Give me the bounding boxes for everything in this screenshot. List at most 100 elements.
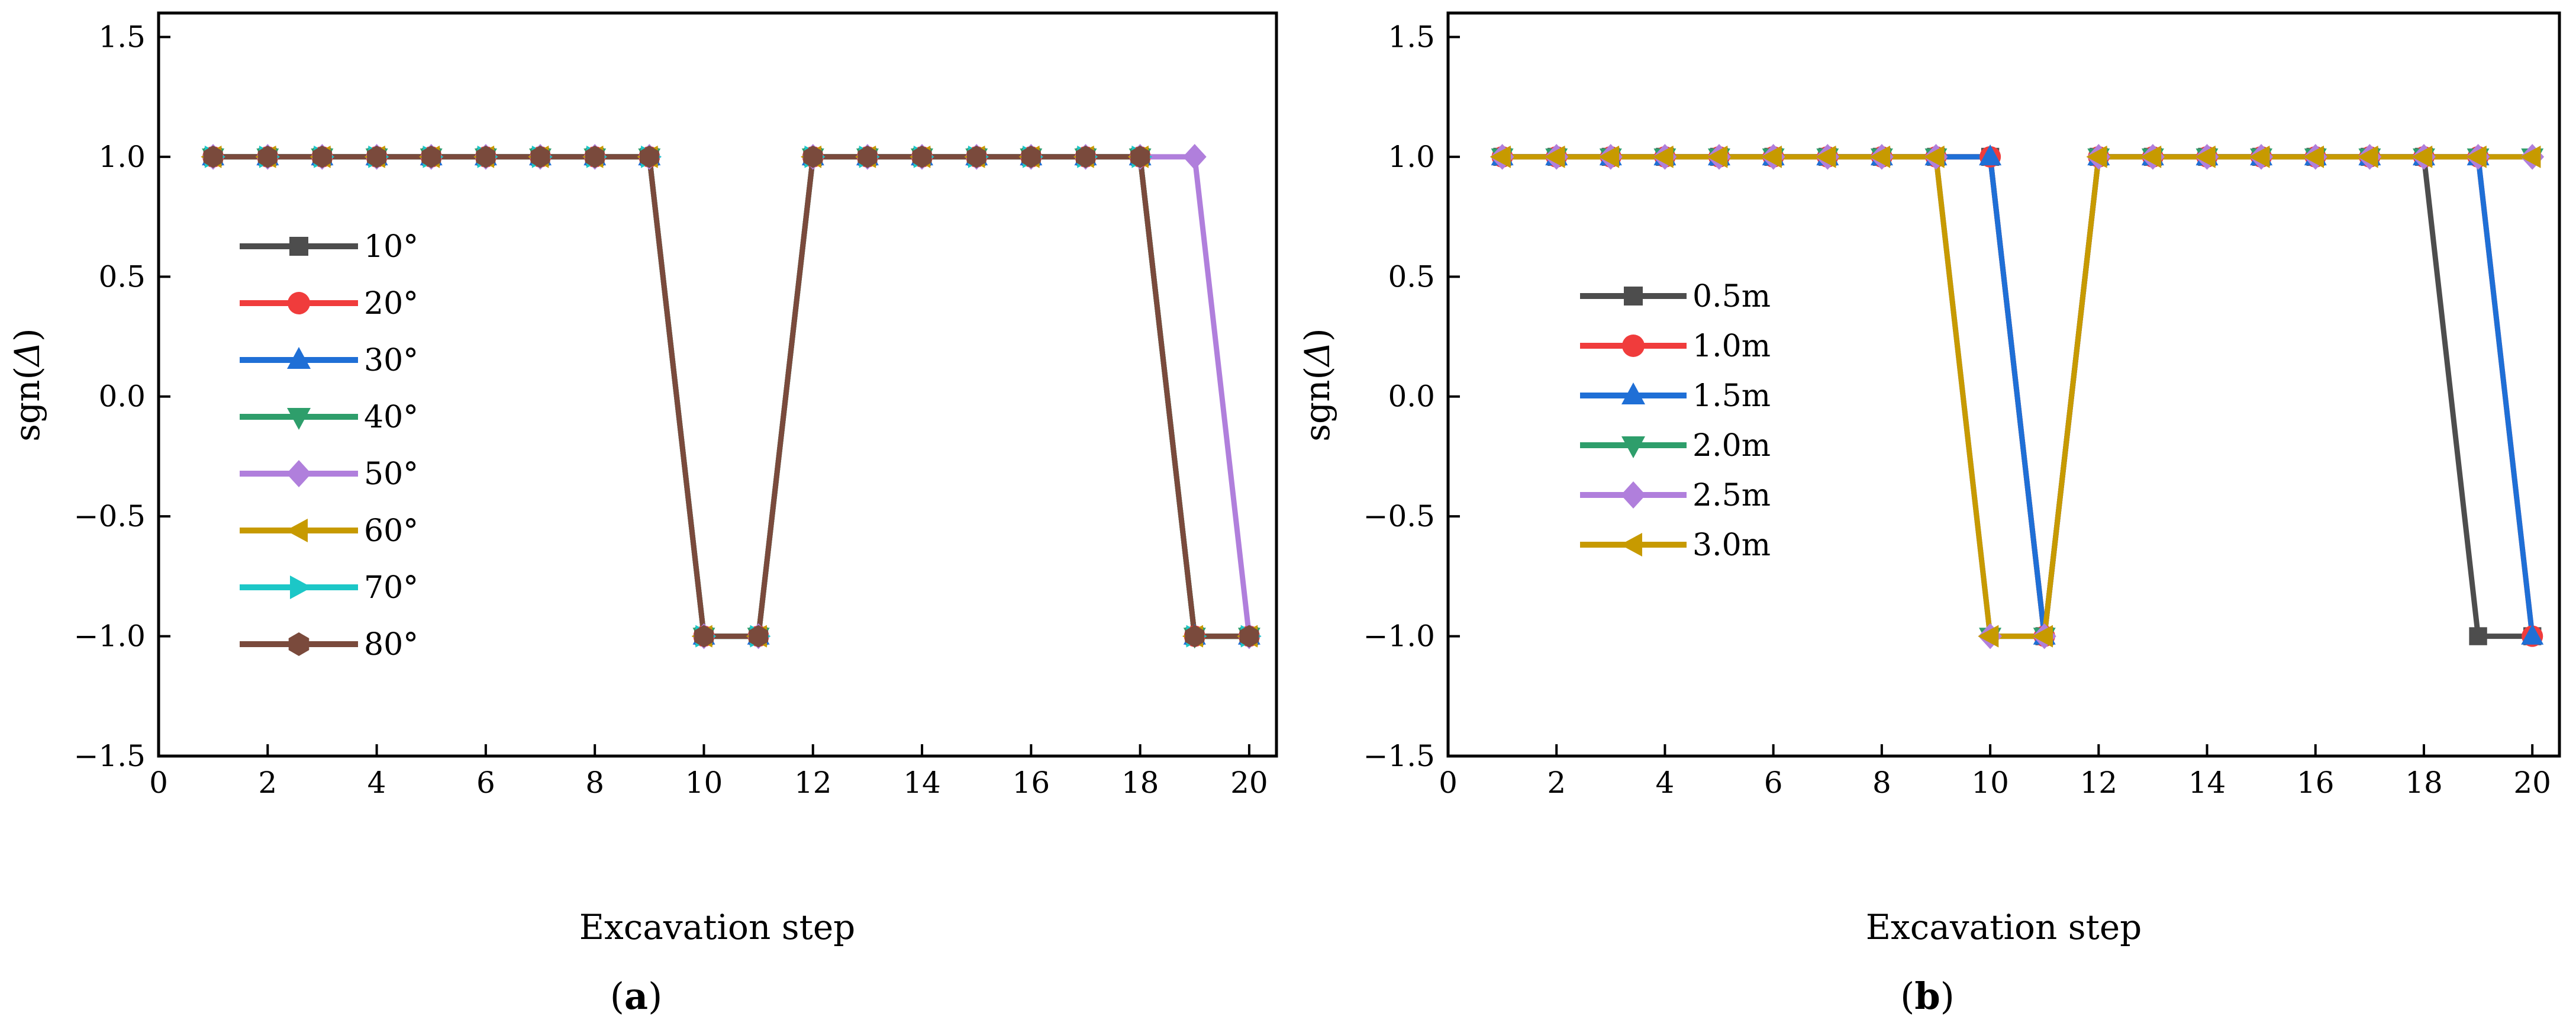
data-point-8 [1185,625,1205,648]
legend-label: 2.5m [1692,478,1771,513]
plot-area-frame [1446,11,2561,758]
legend-label: 20° [364,286,418,321]
x-axis-title: Excavation step [1866,907,2142,947]
legend-label: 60° [364,513,418,549]
data-point-6 [2140,145,2162,168]
legend: 10° 20° 30° 40° 50° 60° 70° 80° [240,229,418,663]
x-tick-label: 16 [1013,766,1050,800]
data-point-6 [2357,145,2378,168]
data-point-6 [2465,145,2487,168]
y-tick-label: −1.0 [1363,619,1435,654]
data-point-8 [694,625,714,648]
data-point-6 [1978,625,1999,648]
data-point-3 [1979,144,2002,166]
data-point-6 [1869,145,1891,168]
data-point-8 [1130,145,1150,168]
x-tick-label: 18 [2405,766,2443,800]
data-point-6 [2249,145,2270,168]
data-point-6 [1489,145,1511,168]
legend-marker [286,460,311,487]
data-point-8 [912,145,932,168]
legend-marker [286,519,308,542]
legend-label: 30° [364,343,418,378]
data-point-8 [312,145,332,168]
x-tick-label: 2 [258,766,277,800]
data-point-6 [1707,145,1728,168]
legend-label: 80° [364,627,418,663]
legend-marker [1621,436,1645,458]
legend-label: 2.0m [1692,428,1771,464]
x-tick-label: 20 [1230,766,1268,800]
y-tick-label: −1.5 [1363,739,1435,773]
data-point-8 [530,145,550,168]
x-axis-title: Excavation step [579,907,856,947]
x-tick-label: 0 [1439,766,1458,800]
x-tick-label: 2 [1547,766,1566,800]
data-point-6 [2086,145,2107,168]
data-point-3 [2521,623,2544,645]
legend-marker [1621,382,1645,404]
data-point-8 [1021,145,1041,168]
y-tick-label: −1.0 [74,619,146,654]
data-point-8 [257,145,278,168]
y-tick-label: 1.5 [1388,20,1435,54]
data-point-8 [585,145,605,168]
data-point-1 [2469,627,2487,645]
data-point-6 [2303,145,2324,168]
data-series [1489,144,2545,649]
data-point-6 [2032,625,2053,648]
data-point-6 [1544,145,1565,168]
y-tick-label: 0.0 [1388,380,1435,414]
x-tick-label: 4 [367,766,386,800]
data-point-5 [1182,144,1207,170]
legend-marker [1624,287,1643,306]
y-tick-label: −0.5 [1363,499,1435,533]
x-tick-label: 10 [685,766,723,800]
data-point-8 [203,145,223,168]
y-tick-label: −1.5 [74,739,146,773]
y-tick-label: −0.5 [74,499,146,533]
data-series [201,144,1262,649]
panel-a: 0 2 4 6 8 10 12 14 16 18 20 −1.5 −1.0 −0.5 0.0 0.5 1.0 1.… [7,11,1278,1018]
y-tick-label: 0.5 [1388,259,1435,294]
legend-marker [287,408,311,430]
legend-label: 50° [364,456,418,492]
data-point-8 [1239,625,1259,648]
data-point-6 [2194,145,2216,168]
y-tick-label: 1.0 [98,140,146,174]
data-point-8 [857,145,878,168]
data-point-8 [421,145,441,168]
legend-label: 1.5m [1692,378,1771,414]
legend-label: 40° [364,400,418,435]
x-tick-label: 12 [794,766,832,800]
legend-marker [1621,481,1646,509]
data-point-6 [1761,145,1782,168]
legend-marker [287,347,311,369]
legend-marker [288,292,310,314]
x-tick-label: 6 [476,766,495,800]
data-point-8 [367,145,386,168]
axis-ticks: 0 2 4 6 8 10 12 14 16 18 20 −1.5 −1.0 −0.5 0.0 0.5 1.0 1.… [74,20,1268,800]
y-tick-label: 0.5 [98,259,146,294]
y-tick-label: 1.5 [98,20,146,54]
panel-caption: (a) [610,975,663,1018]
data-point-6 [2520,145,2541,168]
x-tick-label: 14 [903,766,941,800]
data-point-8 [1076,145,1095,168]
data-point-8 [476,145,496,168]
x-tick-label: 8 [1872,766,1891,800]
x-tick-label: 14 [2188,766,2226,800]
data-point-6 [1923,145,1945,168]
x-tick-label: 4 [1656,766,1675,800]
legend-label: 1.0m [1692,329,1771,364]
panel-caption: (b) [1900,975,1955,1018]
legend-marker [288,632,309,656]
y-tick-label: 1.0 [1388,140,1435,174]
axis-ticks: 0 2 4 6 8 10 12 14 16 18 20 −1.5 −1.0 −0.5 0.0 0.5 1.0 1.… [1363,20,2551,800]
data-point-6 [1652,145,1674,168]
legend-marker [290,575,312,599]
x-tick-label: 18 [1121,766,1159,800]
y-tick-label: 0.0 [98,380,146,414]
